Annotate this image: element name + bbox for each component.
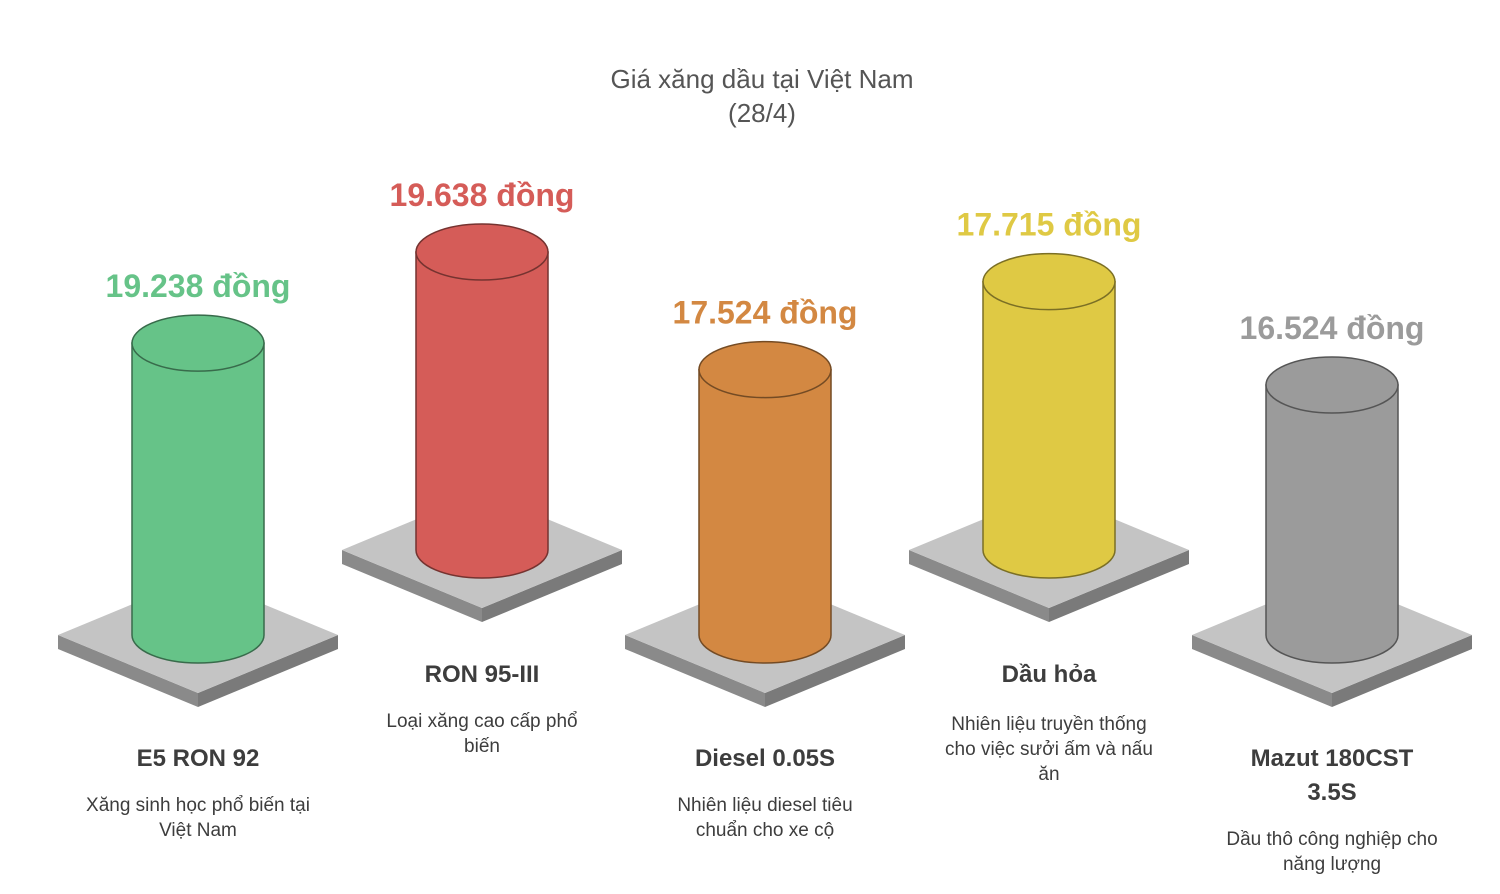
- platform-base: [1332, 635, 1472, 707]
- platform-base: [909, 550, 1049, 622]
- bar-cylinder: [698, 368, 832, 664]
- platform-base: [198, 635, 338, 707]
- bar-top: [1265, 356, 1399, 414]
- category-description: Loại xăng cao cấp phổ biến: [386, 711, 577, 757]
- category-description: Nhiên liệu diesel tiêu chuẩn cho xe cộ: [677, 795, 852, 841]
- category-name: Diesel 0.05S: [695, 745, 835, 772]
- platform-base: [482, 550, 622, 622]
- platform-base: [342, 550, 482, 622]
- chart-title: Giá xăng dầu tại Việt Nam: [610, 64, 913, 94]
- bar-cylinder: [131, 342, 265, 664]
- category-description: Xăng sinh học phổ biến tại Việt Nam: [86, 795, 310, 841]
- chart-subtitle: (28/4): [728, 98, 796, 128]
- bar-top: [982, 252, 1116, 311]
- category-description: Nhiên liệu truyền thống cho việc sưởi ấm …: [945, 714, 1153, 785]
- bar-cylinder: [982, 280, 1116, 579]
- bar-cylinder: [1265, 384, 1399, 664]
- bar-top: [415, 223, 549, 281]
- value-label: 17.524 đồng: [673, 295, 858, 331]
- bar-top: [131, 314, 265, 372]
- category-name: Dầu hỏa: [1002, 661, 1097, 688]
- platform-base: [58, 635, 198, 707]
- value-label: 19.638 đồng: [390, 177, 575, 213]
- value-label: 17.715 đồng: [957, 207, 1142, 243]
- bar-cylinder: [415, 251, 549, 579]
- category-name: E5 RON 92: [137, 745, 260, 772]
- bars-group: 19.238 đồng E5 RON 92 Xăng sinh học phổ bi…: [58, 177, 1472, 875]
- platform-base: [765, 635, 905, 707]
- category-description: Dầu thô công nghiệp cho năng lượng: [1226, 829, 1437, 875]
- value-label: 16.524 đồng: [1240, 310, 1425, 346]
- category-name: RON 95-III: [425, 661, 540, 688]
- category-name: Mazut 180CST 3.5S: [1251, 745, 1414, 806]
- platform-base: [1192, 635, 1332, 707]
- value-label: 19.238 đồng: [106, 268, 291, 304]
- bar-top: [698, 340, 832, 399]
- platform-base: [625, 635, 765, 707]
- platform-base: [1049, 550, 1189, 622]
